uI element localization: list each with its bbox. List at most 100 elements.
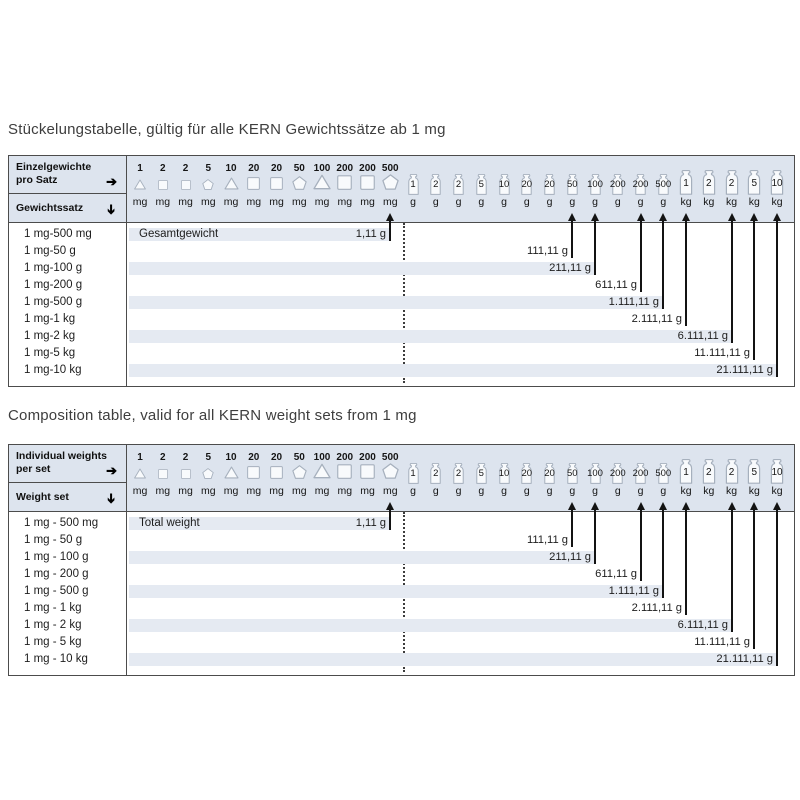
column-header-100-g: 100 g [578,162,612,208]
column-value: 2 [455,179,462,190]
weight-icon: 1 [405,462,422,484]
column-unit: g [432,196,439,208]
column-unit: mg [200,196,216,208]
column-unit: g [569,196,576,208]
pointer-arrow [568,502,576,547]
pointer-arrow [386,502,394,530]
column-value: 2 [159,163,166,174]
weight-set-row-label: 1 mg - 500 mg [24,517,99,529]
total-weight-value: 1.111,11 g [608,296,659,308]
column-value: 1 [683,467,689,478]
column-unit: g [614,485,621,497]
column-unit: g [660,485,667,497]
weight-icon: 200 [609,462,626,484]
column-value: 2 [182,163,189,174]
column-value: 10 [225,163,237,174]
weight-icon: 2 [722,169,742,195]
square-icon [157,466,168,484]
weight-set-row-label: 1 mg - 100 g [24,551,89,563]
total-weight-value: 6.111,11 g [677,330,728,342]
row-band [129,364,778,377]
total-weight-value: 611,11 g [595,279,637,291]
weight-set-row-label: 1 mg-500 g [24,296,83,308]
weight-set-row-label: 1 mg - 5 kg [24,636,82,648]
weight-set-row-label: 1 mg - 2 kg [24,619,82,631]
weight-icon: 10 [767,169,787,195]
column-header-50-mg: 50 mg [282,162,316,208]
column-value: 5 [205,452,212,463]
weight-icon: 20 [518,173,535,195]
column-value: 10 [225,452,237,463]
column-header-200-mg: 200 mg [351,451,385,497]
table-header: Individual weights per set ➔ Weight set … [9,445,794,512]
triangle-icon [223,177,239,195]
row-band [129,296,664,309]
total-weight-value: 1,11 g [355,517,386,529]
column-unit: g [546,196,553,208]
column-unit: kg [748,196,760,208]
weight-icon: 200 [632,173,649,195]
column-unit: g [410,485,416,497]
column-header-2-mg: 2 mg [169,162,203,208]
column-header-200-g: 200 g [624,162,658,208]
pointer-arrow [637,502,645,581]
row-band [129,619,733,632]
column-header-200-mg: 200 mg [351,162,385,208]
total-weight-label: Total weight [139,517,200,529]
column-unit: g [478,196,485,208]
column-value: 2 [159,452,166,463]
column-header-20-mg: 20 mg [237,162,271,208]
column-value: 100 [587,468,603,479]
column-value: 20 [270,452,283,463]
total-weight-value: 211,11 g [549,262,591,274]
column-value: 200 [609,468,626,479]
column-unit: g [501,485,507,497]
pointer-arrow [773,502,781,666]
column-value: 20 [248,452,260,463]
column-unit: mg [178,196,193,208]
column-header-500-g: 500 g [646,162,680,208]
composition-table-german: Einzelgewichte pro Satz ➔ Gewichtssatz ➔… [8,155,795,387]
column-value: 50 [293,452,305,463]
weight-set-row-label: 1 mg - 10 kg [24,653,88,665]
total-weight-value: 111,11 g [526,245,568,257]
column-value: 2 [455,468,462,479]
column-value: 1 [410,468,416,479]
square-icon [180,177,191,195]
column-header-20-mg: 20 mg [237,451,271,497]
column-unit: g [592,485,598,497]
column-unit: g [455,196,462,208]
square-icon [180,466,191,484]
row-band [129,517,391,530]
weight-set-row-label: 1 mg-500 mg [24,228,92,240]
column-value: 20 [544,179,555,190]
column-header-1-kg: 1 kg [669,451,703,497]
column-header-10-mg: 10 mg [214,451,248,497]
weight-set-label: Weight set [16,491,69,503]
column-value: 500 [655,179,672,190]
column-header-500-mg: 500 mg [373,162,407,208]
weight-icon: 2 [699,458,719,484]
header-cell-individual-weights: Individual weights per set ➔ [9,445,126,483]
column-value: 1 [137,452,143,463]
column-value: 200 [359,163,376,174]
weight-icon: 2 [699,169,719,195]
row-band [129,551,596,564]
column-value: 20 [270,163,283,174]
square-icon [337,175,353,195]
column-unit: mg [269,485,284,497]
table-header: Einzelgewichte pro Satz ➔ Gewichtssatz ➔… [9,156,794,223]
page-title-english: Composition table, valid for all KERN we… [8,407,417,424]
column-unit: mg [291,485,307,497]
column-unit: g [660,196,667,208]
column-header-50-mg: 50 mg [282,451,316,497]
column-unit: kg [771,196,783,208]
pointer-arrow [659,502,667,598]
column-header-2-kg: 2 kg [715,162,749,208]
column-unit: g [637,196,644,208]
individual-weights-label-line2: per set [16,463,51,475]
weight-set-row-label: 1 mg - 50 g [24,534,83,546]
column-header-20-mg: 20 mg [260,162,294,208]
